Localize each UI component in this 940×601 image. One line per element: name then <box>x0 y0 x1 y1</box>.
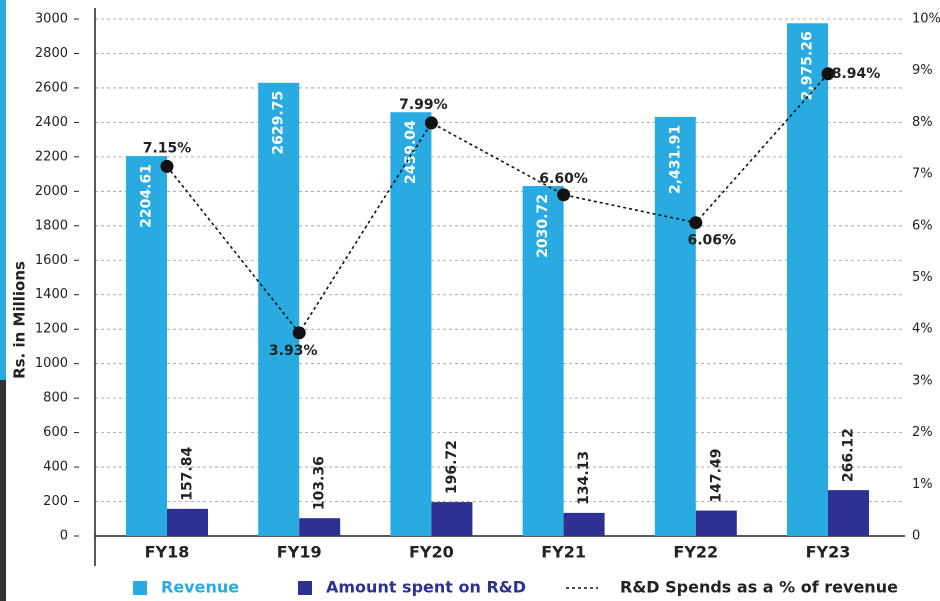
line <box>166 73 829 335</box>
x-tick-label: FY18 <box>145 543 190 562</box>
y-tick-label: 200 <box>43 494 68 509</box>
y-tick-label: 0 <box>60 529 68 544</box>
y2-tick-label: 6% <box>912 218 933 233</box>
x-tick-label: FY23 <box>806 543 851 562</box>
value-label: 134.13 <box>576 451 592 505</box>
point <box>424 116 438 130</box>
value-label: 2,431.91 <box>667 125 683 194</box>
y-tick-label: 600 <box>43 425 68 440</box>
y-tick-label: 2400 <box>35 115 68 130</box>
y-tick-label: 800 <box>43 391 68 406</box>
point <box>292 326 306 340</box>
bar <box>390 112 432 537</box>
value-label: 7.99% <box>399 97 448 113</box>
legend-label: Amount spent on R&D <box>326 578 526 597</box>
edge-strip <box>0 380 6 601</box>
bar <box>126 156 167 536</box>
bar <box>431 502 473 536</box>
y2-tick-label: 5% <box>912 270 933 285</box>
y-tick-label: 3000 <box>35 12 68 27</box>
legend-label: R&D Spends as a % of revenue <box>620 578 898 597</box>
y-tick-label: 2000 <box>35 184 68 199</box>
bar <box>787 23 828 536</box>
bar <box>258 82 300 536</box>
y-tick-label: 1000 <box>35 356 68 371</box>
y2-tick-label: 0 <box>912 529 920 544</box>
y2-tick-label: 4% <box>912 322 933 337</box>
y-tick-label: 1600 <box>35 253 68 268</box>
value-label: 266.12 <box>841 428 857 482</box>
value-label: 7.15% <box>143 140 192 156</box>
y2-tick-label: 8% <box>912 115 933 130</box>
y-axis-label: Rs. in Millions <box>11 261 29 379</box>
x-tick-label: FY19 <box>277 543 322 562</box>
value-label: 147.49 <box>708 449 724 503</box>
legend-label: Revenue <box>161 578 239 597</box>
bar <box>695 510 737 536</box>
y-tick-label: 2200 <box>35 149 68 164</box>
y-tick-label: 400 <box>43 460 68 475</box>
value-label: 2459.04 <box>403 120 419 184</box>
y-tick-label: 1400 <box>35 287 68 302</box>
value-label: 2030.72 <box>535 194 551 258</box>
legend-swatch <box>298 581 312 595</box>
y2-tick-label: 3% <box>912 373 933 388</box>
point <box>160 159 174 173</box>
point <box>689 216 703 230</box>
value-label: 6.06% <box>688 233 737 249</box>
value-label: 2204.61 <box>139 164 155 228</box>
x-tick-label: FY22 <box>673 543 718 562</box>
value-label: 196.72 <box>444 440 460 494</box>
y-tick-label: 1200 <box>35 322 68 337</box>
edge-strip <box>0 0 6 380</box>
bar <box>299 518 341 536</box>
y2-tick-label: 2% <box>912 425 933 440</box>
x-tick-label: FY20 <box>409 543 454 562</box>
x-tick-label: FY21 <box>541 543 586 562</box>
value-label: 157.84 <box>180 447 196 501</box>
value-label: 3.93% <box>269 343 318 359</box>
bar <box>167 508 208 536</box>
y2-tick-label: 1% <box>912 477 933 492</box>
y-tick-label: 2600 <box>35 80 68 95</box>
value-label: 2,975.26 <box>800 31 816 100</box>
legend-swatch <box>133 581 147 595</box>
bar <box>522 186 564 537</box>
value-label: 103.36 <box>312 456 328 510</box>
y2-tick-label: 7% <box>912 167 933 182</box>
y-tick-label: 2800 <box>35 46 68 61</box>
bar <box>563 512 605 536</box>
point <box>821 67 835 81</box>
value-label: 6.60% <box>539 171 588 187</box>
value-label: 2629.75 <box>271 91 287 155</box>
y2-tick-label: 10% <box>912 12 940 27</box>
point <box>557 188 571 202</box>
value-label: 8.94% <box>832 66 881 82</box>
bar <box>828 490 869 536</box>
bar <box>654 116 696 536</box>
y2-tick-label: 9% <box>912 63 933 78</box>
y-tick-label: 1800 <box>35 218 68 233</box>
